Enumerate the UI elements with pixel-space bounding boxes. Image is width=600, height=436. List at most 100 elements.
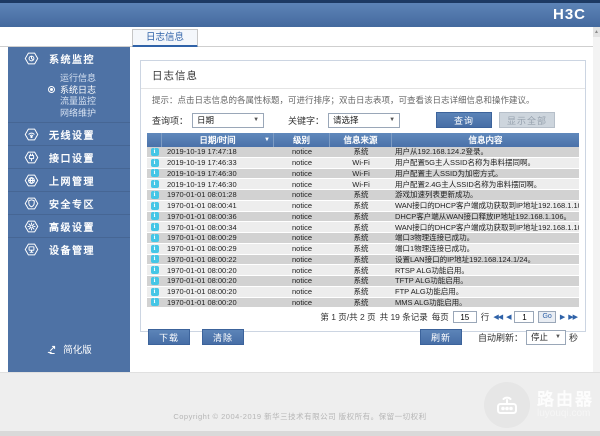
- next-page-icon[interactable]: ▶: [559, 314, 565, 322]
- table-row[interactable]: i 2019-10-19 17:46:30 notice Wi-Fi 用户配置2…: [147, 179, 579, 190]
- cell-content: DHCP客户端从WAN接口释放IP地址192.168.1.106。: [395, 211, 572, 221]
- copyright-text: Copyright © 2004-2019 新华三技术有限公司 版权所有。保留一…: [173, 412, 427, 421]
- cell-datetime: 2019-10-19 17:46:30: [167, 168, 237, 178]
- scrollbar[interactable]: [593, 27, 600, 436]
- router-icon: [484, 382, 530, 428]
- table-row[interactable]: i 1970-01-01 08:00:20 notice 系统 TFTP ALG…: [147, 276, 579, 287]
- auto-refresh-select[interactable]: 停止 ▼: [525, 329, 566, 345]
- table-row[interactable]: i 1970-01-01 08:00:22 notice 系统 设置LAN接口的…: [147, 254, 579, 266]
- first-page-icon[interactable]: ◀◀: [493, 314, 503, 322]
- table-row[interactable]: i 1970-01-01 08:00:36 notice 系统 DHCP客户端从…: [147, 211, 579, 223]
- switch-version-icon: [47, 345, 56, 354]
- info-icon: i: [150, 158, 159, 167]
- info-icon: i: [150, 233, 159, 242]
- cell-level: notice: [291, 168, 312, 178]
- sidebar-item-label: 无线设置: [49, 130, 95, 142]
- cell-datetime: 1970-01-01 08:00:20: [167, 287, 237, 297]
- cell-datetime: 1970-01-01 08:01:28: [167, 190, 237, 200]
- cell-content: 用户配置5G主人SSID名称为串料摆同啊。: [395, 158, 536, 168]
- sidebar-item-security-zone[interactable]: 安全专区: [8, 191, 130, 214]
- records-info: 共 19 条记录: [379, 312, 428, 323]
- actions-row: 下载 清除 刷新 自动刷新： 停止 ▼ 秒: [148, 329, 578, 346]
- cell-datetime: 1970-01-01 08:00:29: [167, 244, 237, 254]
- sidebar-item-internet-management[interactable]: 上网管理: [8, 168, 130, 191]
- info-icon: i: [150, 287, 159, 296]
- sidebar-subitem-system-log[interactable]: 系统日志: [8, 84, 130, 96]
- sidebar-subitem-network-maintenance[interactable]: 网络维护: [60, 107, 97, 118]
- sort-desc-icon[interactable]: ▼: [264, 137, 270, 143]
- cell-content: 端口3物理连接已成功。: [395, 233, 475, 243]
- page-number-input[interactable]: [514, 311, 535, 324]
- info-icon: i: [150, 147, 159, 156]
- device-icon: [23, 241, 40, 258]
- cell-datetime: 1970-01-01 08:00:22: [167, 254, 237, 264]
- clear-button[interactable]: 清除: [202, 329, 244, 346]
- table-row[interactable]: i 2019-10-19 17:46:33 notice Wi-Fi 用户配置5…: [147, 157, 579, 169]
- table-row[interactable]: i 2019-10-19 17:46:30 notice Wi-Fi 用户配置主…: [147, 168, 579, 180]
- sidebar-item-interface-settings[interactable]: 接口设置: [8, 145, 130, 168]
- footer: Copyright © 2004-2019 新华三技术有限公司 版权所有。保留一…: [0, 372, 600, 436]
- cell-level: notice: [291, 190, 312, 200]
- log-table: 日期/时间 ▼ 级别 信息来源 信息内容 i 2019-10-19 17:47:…: [147, 133, 579, 309]
- sidebar-subitem-traffic-monitor[interactable]: 流量监控: [60, 96, 97, 107]
- rows-per-page-input[interactable]: [452, 311, 477, 324]
- table-row[interactable]: i 1970-01-01 08:00:29 notice 系统 端口1物理连接已…: [147, 243, 579, 255]
- table-row[interactable]: i 1970-01-01 08:00:41 notice 系统 WAN接口的DH…: [147, 200, 579, 212]
- header-level[interactable]: 级别: [274, 133, 330, 147]
- info-icon: i: [150, 255, 159, 264]
- tab-log-info[interactable]: 日志信息: [132, 29, 199, 48]
- sidebar-item-label: 接口设置: [49, 153, 95, 165]
- info-icon: i: [150, 201, 159, 210]
- table-row[interactable]: i 1970-01-01 08:00:29 notice 系统 端口3物理连接已…: [147, 233, 579, 244]
- table-row[interactable]: i 1970-01-01 08:00:34 notice 系统 WAN接口的DH…: [147, 222, 579, 233]
- header-content[interactable]: 信息内容: [468, 135, 503, 145]
- cell-source: 系统: [353, 201, 369, 211]
- cell-level: notice: [291, 265, 312, 275]
- info-icon: i: [150, 223, 159, 232]
- cell-content: 用户配置2.4G主人SSID名称为串料摆同啊。: [395, 179, 542, 189]
- keyword-select[interactable]: 请选择 ▼: [328, 112, 401, 128]
- cell-level: notice: [291, 201, 312, 211]
- cell-level: notice: [291, 244, 312, 254]
- go-button[interactable]: Go: [538, 311, 556, 324]
- cell-content: TFTP ALG功能启用。: [395, 276, 468, 286]
- table-row[interactable]: i 1970-01-01 08:00:20 notice 系统 MMS ALG功…: [147, 297, 579, 309]
- query-type-select[interactable]: 日期 ▼: [192, 112, 265, 128]
- table-header: 日期/时间 ▼ 级别 信息来源 信息内容: [147, 133, 579, 147]
- table-row[interactable]: i 2019-10-19 17:47:18 notice 系统 用户从192.1…: [147, 147, 579, 158]
- header-datetime[interactable]: 日期/时间 ▼: [162, 133, 274, 147]
- search-button[interactable]: 查询: [436, 112, 492, 128]
- table-row[interactable]: i 1970-01-01 08:01:28 notice 系统 游戏加速列表更新…: [147, 190, 579, 201]
- info-icon: i: [150, 212, 159, 221]
- cell-content: MMS ALG功能启用。: [395, 297, 467, 307]
- internet-icon: [23, 172, 40, 189]
- sidebar-item-advanced-settings[interactable]: 高级设置: [8, 214, 130, 237]
- sidebar-item-device-management[interactable]: 设备管理: [8, 237, 130, 260]
- cell-datetime: 2019-10-19 17:47:18: [167, 147, 237, 157]
- info-icon: i: [150, 190, 159, 199]
- auto-refresh-label: 自动刷新：: [477, 332, 523, 343]
- cell-content: 用户从192.168.124.2登录。: [395, 147, 488, 157]
- sidebar-item-wireless-settings[interactable]: 无线设置: [8, 122, 130, 145]
- keyword-value: 请选择: [333, 115, 359, 125]
- cell-level: notice: [291, 179, 312, 189]
- sidebar-item-label: 安全专区: [49, 199, 95, 211]
- refresh-button[interactable]: 刷新: [419, 329, 462, 346]
- chevron-down-icon: ▼: [555, 334, 561, 341]
- download-button[interactable]: 下载: [148, 329, 190, 346]
- cell-content: 设置LAN接口的IP地址192.168.124.1/24。: [395, 254, 536, 264]
- sidebar-item-system-monitor[interactable]: 系统监控: [8, 47, 130, 70]
- cell-content: RTSP ALG功能启用。: [395, 265, 469, 275]
- query-type-label: 查询项：: [152, 115, 189, 126]
- table-row[interactable]: i 1970-01-01 08:00:20 notice 系统 RTSP ALG…: [147, 265, 579, 276]
- sidebar-subitem-running-info[interactable]: 运行信息: [60, 73, 97, 84]
- cell-level: notice: [291, 222, 312, 232]
- header-source[interactable]: 信息来源: [330, 133, 392, 147]
- simplified-version-link[interactable]: 简化版: [8, 342, 130, 356]
- tab-bar: 日志信息: [0, 27, 600, 48]
- table-row[interactable]: i 1970-01-01 08:00:20 notice 系统 FTP ALG功…: [147, 286, 579, 298]
- prev-page-icon[interactable]: ◀: [506, 314, 511, 322]
- last-page-icon[interactable]: ▶▶: [568, 314, 578, 322]
- scroll-up-icon[interactable]: ▲: [593, 27, 600, 37]
